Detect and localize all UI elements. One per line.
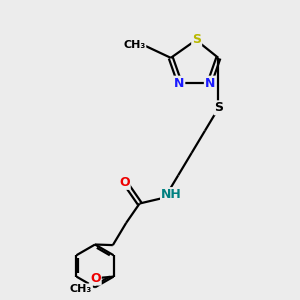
Text: O: O [119,176,130,189]
Text: CH₃: CH₃ [70,284,92,294]
Text: NH: NH [161,188,182,201]
Text: N: N [205,76,215,90]
Text: O: O [90,272,101,285]
Text: S: S [214,101,224,114]
Text: S: S [192,33,201,46]
Text: CH₃: CH₃ [123,40,146,50]
Text: N: N [174,76,184,90]
